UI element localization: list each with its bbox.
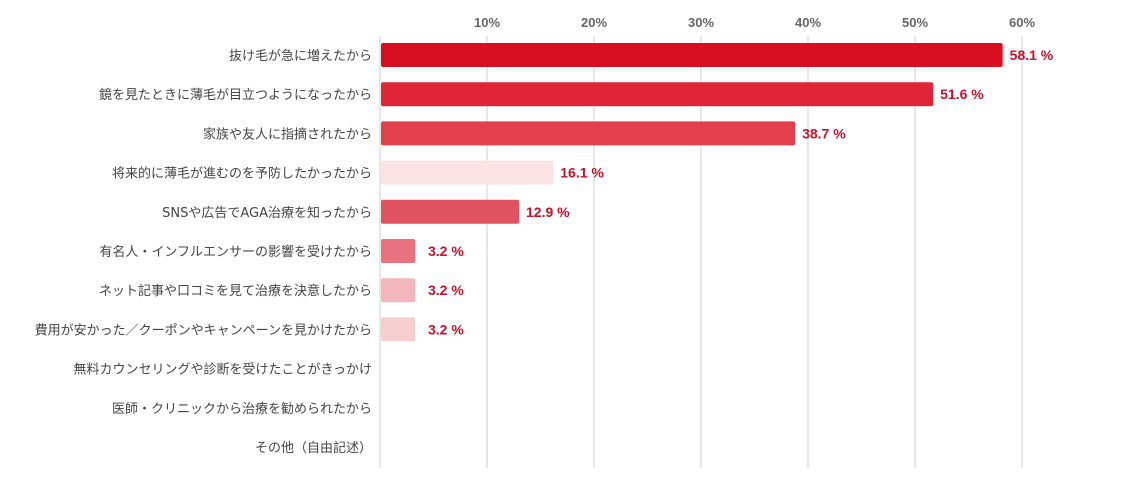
x-tick-label: 60%: [1009, 15, 1035, 30]
bar: [381, 317, 416, 342]
category-label: 将来的に薄毛が進むのを予防したかったから: [112, 166, 372, 182]
value-label: 38.7 %: [802, 125, 846, 141]
category-label: SNSや広告でAGA治療を知ったから: [162, 205, 372, 221]
bar: [381, 43, 1003, 67]
x-tick-label: 30%: [688, 15, 714, 30]
value-labels: 58.1 % 51.6 % 38.7 % 16.1 % 12.9 % 3.2 % 3.2 %…: [428, 47, 1054, 337]
bar: [381, 160, 554, 185]
category-label: 有名人・インフルエンサーの影響を受けたから: [99, 244, 372, 260]
category-label: 抜け毛が急に増えたから: [229, 48, 372, 64]
x-tick-label: 50%: [902, 15, 928, 30]
category-label: 家族や友人に指摘されたから: [203, 126, 372, 142]
value-label: 3.2 %: [428, 321, 464, 337]
value-label: 51.6 %: [940, 86, 984, 102]
category-label: ネット記事や口コミを見て治療を決意したから: [99, 283, 372, 299]
category-labels: 抜け毛が急に増えたから鏡を見たときに薄毛が目立つようになったから家族や友人に指摘…: [35, 48, 372, 456]
bar: [381, 199, 520, 224]
x-tick-label: 40%: [795, 15, 821, 30]
bar: [381, 121, 796, 146]
category-label: その他（自由記述）: [255, 440, 372, 456]
value-label: 12.9 %: [526, 204, 570, 220]
category-label: 無料カウンセリングや診断を受けたことがきっかけ: [74, 362, 372, 378]
gridlines: [486, 36, 1023, 468]
x-tick-label: 20%: [581, 15, 607, 30]
category-label: 鏡を見たときに薄毛が目立つようになったから: [99, 88, 372, 103]
bars: [381, 43, 1003, 342]
category-label: 医師・クリニックから治療を勧められたから: [112, 401, 372, 417]
value-label: 3.2 %: [428, 243, 464, 259]
bar: [381, 82, 934, 107]
value-label: 16.1 %: [560, 165, 604, 181]
x-tick-label: 10%: [474, 15, 500, 30]
category-label: 費用が安かった／クーポンやキャンペーンを見かけたから: [35, 323, 372, 338]
value-label: 3.2 %: [428, 282, 464, 298]
value-label: 58.1 %: [1010, 47, 1054, 63]
bar: [381, 278, 416, 303]
bar: [381, 239, 416, 263]
x-axis-ticks: 10% 20% 30% 40% 50% 60%: [474, 15, 1035, 30]
